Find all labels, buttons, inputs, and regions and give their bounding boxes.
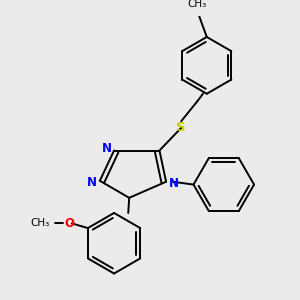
- Text: O: O: [64, 217, 74, 230]
- Text: CH₃: CH₃: [188, 0, 207, 9]
- Text: CH₃: CH₃: [31, 218, 50, 228]
- Text: N: N: [101, 142, 112, 155]
- Text: N: N: [169, 177, 179, 190]
- Text: N: N: [87, 176, 97, 189]
- Text: S: S: [176, 121, 186, 134]
